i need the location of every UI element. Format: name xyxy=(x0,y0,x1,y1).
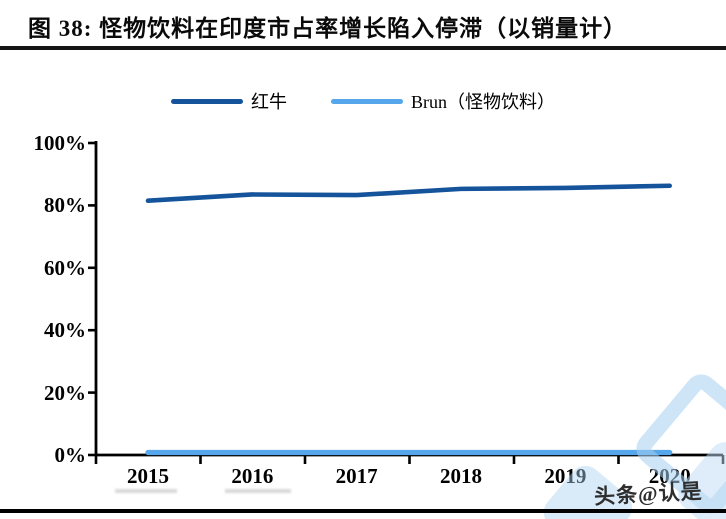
figure-title: 图 38: 怪物饮料在印度市占率增长陷入停滞（以销量计） xyxy=(28,16,628,41)
y-axis-tick-label: 40% xyxy=(44,318,86,343)
faded-print-artifact xyxy=(115,489,177,493)
legend-label-redbull: 红牛 xyxy=(251,92,287,112)
y-axis-tick-label: 20% xyxy=(44,380,86,405)
chart-legend: 红牛 Brun（怪物饮料） xyxy=(0,88,726,114)
series-line-redbull xyxy=(145,183,673,204)
x-axis-tick-label: 2017 xyxy=(335,464,378,488)
legend-label-brun: Brun（怪物饮料） xyxy=(411,92,555,112)
x-axis-tick-label: 2019 xyxy=(544,464,587,488)
brun-line-swatch xyxy=(331,98,403,104)
y-axis-tick-label: 80% xyxy=(44,193,86,218)
legend-item-brun: Brun（怪物饮料） xyxy=(331,88,555,114)
page-bottom-rule xyxy=(0,509,726,513)
watermark-text: 头条@认是 xyxy=(593,479,704,509)
y-axis-tick-label: 60% xyxy=(44,255,86,280)
redbull-line-swatch xyxy=(171,98,243,104)
x-axis-tick-label: 2016 xyxy=(231,464,274,488)
title-divider-rule xyxy=(0,46,726,50)
faded-print-artifact xyxy=(225,489,291,493)
x-axis-tick-label: 2018 xyxy=(440,464,483,488)
y-axis-tick-label: 100% xyxy=(33,131,87,155)
x-axis-tick-label: 2015 xyxy=(127,464,169,488)
y-axis-tick-label: 0% xyxy=(54,443,87,467)
legend-item-redbull: 红牛 xyxy=(171,88,287,114)
